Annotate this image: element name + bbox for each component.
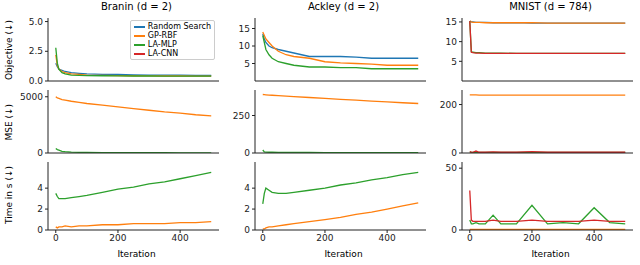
html-text:Ackley (d = 2): Ackley (d = 2) — [307, 1, 380, 12]
svg-text:0: 0 — [451, 148, 457, 158]
svg-text:0: 0 — [37, 148, 43, 158]
svg-text:200: 200 — [109, 233, 126, 243]
svg-text:0: 0 — [451, 225, 457, 235]
html-text:Random Search: Random Search — [147, 22, 211, 31]
svg-text:0: 0 — [260, 233, 266, 243]
svg-text:5.0: 5.0 — [29, 17, 44, 27]
svg-text:4: 4 — [244, 183, 250, 193]
svg-text:0.0: 0.0 — [29, 76, 44, 86]
svg-text:0: 0 — [53, 233, 59, 243]
html-text:Objective (↓): Objective (↓) — [4, 19, 14, 80]
svg-text:50: 50 — [446, 163, 458, 173]
html-text:GP-RBF: GP-RBF — [147, 31, 178, 40]
html-text:Iteration: Iteration — [117, 249, 156, 259]
svg-text:0: 0 — [37, 225, 43, 235]
svg-text:5: 5 — [244, 59, 250, 69]
svg-text:0: 0 — [244, 225, 250, 235]
svg-text:0: 0 — [467, 233, 473, 243]
svg-text:2.5: 2.5 — [29, 46, 43, 56]
svg-text:15: 15 — [239, 24, 250, 34]
svg-text:5: 5 — [451, 57, 457, 67]
html-text:Time in s (↓): Time in s (↓) — [4, 166, 14, 224]
html-text:Iteration: Iteration — [531, 249, 570, 259]
svg-text:10: 10 — [446, 37, 458, 47]
html-text:MSE (↓): MSE (↓) — [4, 103, 14, 141]
svg-text:200: 200 — [440, 100, 457, 110]
svg-text:2: 2 — [244, 204, 250, 214]
svg-text:200: 200 — [523, 233, 540, 243]
svg-text:0: 0 — [244, 148, 250, 158]
html-text:LA-CNN: LA-CNN — [147, 49, 179, 58]
svg-text:5000: 5000 — [20, 92, 43, 102]
html-text:Branin (d = 2): Branin (d = 2) — [101, 1, 172, 12]
svg-text:400: 400 — [172, 233, 189, 243]
svg-text:10: 10 — [239, 41, 251, 51]
svg-text:400: 400 — [586, 233, 603, 243]
svg-text:400: 400 — [379, 233, 396, 243]
svg-text:2: 2 — [37, 204, 43, 214]
svg-text:4: 4 — [37, 183, 43, 193]
svg-text:200: 200 — [316, 233, 333, 243]
svg-text:15: 15 — [446, 17, 457, 27]
html-text:LA-MLP: LA-MLP — [147, 40, 177, 49]
svg-text:250: 250 — [233, 111, 250, 121]
html-text:Iteration: Iteration — [324, 249, 363, 259]
html-text:MNIST (d = 784): MNIST (d = 784) — [509, 1, 592, 12]
